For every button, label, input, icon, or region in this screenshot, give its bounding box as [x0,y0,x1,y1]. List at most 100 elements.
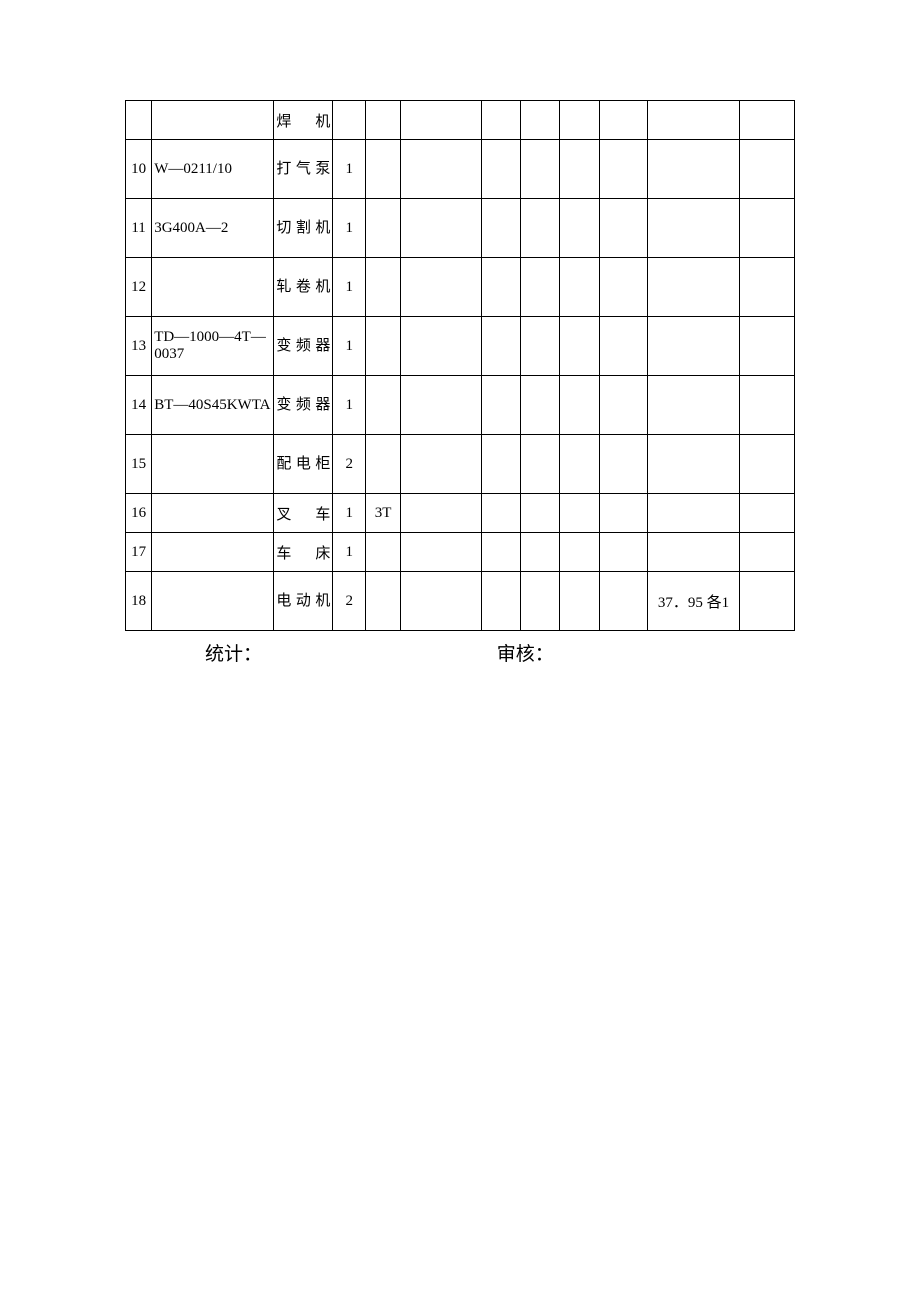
table-cell [560,140,599,199]
table-cell [481,317,520,376]
table-cell [481,494,520,533]
table-cell [400,494,481,533]
table-cell [521,376,560,435]
table-cell [740,494,795,533]
table-cell [647,376,740,435]
table-cell [740,101,795,140]
table-cell [599,572,647,631]
table-cell: 18 [126,572,152,631]
table-cell [740,199,795,258]
table-cell: 1 [333,494,366,533]
table-row: 13TD—1000—4T—0037变频器1 [126,317,795,376]
table-cell [560,199,599,258]
table-cell: 13 [126,317,152,376]
table-cell: 17 [126,533,152,572]
table-cell [647,533,740,572]
table-cell [740,317,795,376]
table-cell [481,572,520,631]
table-cell [599,376,647,435]
table-cell: 2 [333,572,366,631]
table-cell [599,258,647,317]
table-cell [481,376,520,435]
table-cell [521,199,560,258]
table-cell [366,199,401,258]
table-cell: W—0211/10 [152,140,274,199]
table-cell: 16 [126,494,152,533]
table-row: 113G400A—2切割机1 [126,199,795,258]
table-cell [366,533,401,572]
table-cell: 3T [366,494,401,533]
table-cell: 轧卷机 [274,258,333,317]
table-cell: TD—1000—4T—0037 [152,317,274,376]
table-cell [152,258,274,317]
table-cell [740,533,795,572]
table-cell [560,533,599,572]
table-cell [481,101,520,140]
table-cell [481,533,520,572]
table-cell [152,435,274,494]
table-cell [481,435,520,494]
table-cell [481,199,520,258]
table-cell [560,101,599,140]
table-cell: 1 [333,140,366,199]
table-cell [521,572,560,631]
table-cell [521,494,560,533]
table-cell [647,140,740,199]
table-cell [560,376,599,435]
table-cell [366,376,401,435]
table-cell [599,317,647,376]
table-cell [521,435,560,494]
table-cell [366,572,401,631]
table-row: 12 轧卷机1 [126,258,795,317]
table-row: 17 车床1 [126,533,795,572]
table-row: 15配电柜2 [126,435,795,494]
table-cell [152,572,274,631]
table-cell [521,101,560,140]
table-cell [521,317,560,376]
table-cell [152,533,274,572]
table-cell [521,533,560,572]
table-cell [366,317,401,376]
table-cell [400,572,481,631]
table-cell: 车床 [274,533,333,572]
table-cell: 12 [126,258,152,317]
table-cell [366,258,401,317]
table-cell [599,140,647,199]
table-cell [560,494,599,533]
table-cell: 电动机 [274,572,333,631]
table-cell [126,101,152,140]
table-cell [740,140,795,199]
table-cell [152,101,274,140]
table-row: 18电动机237．95 各1 [126,572,795,631]
equipment-table: 焊机10W—0211/10打气泵1113G400A—2切割机112轧卷机113T… [125,100,795,631]
table-cell: 叉车 [274,494,333,533]
table-cell: 1 [333,258,366,317]
table-cell [481,140,520,199]
table-cell [521,258,560,317]
table-cell [400,376,481,435]
table-cell [560,258,599,317]
table-cell [400,317,481,376]
table-cell [740,572,795,631]
table-cell [599,435,647,494]
table-cell [599,101,647,140]
table-cell [647,435,740,494]
table-cell [740,376,795,435]
stats-label: 统计： [205,644,262,665]
table-cell: 15 [126,435,152,494]
table-cell: 3G400A—2 [152,199,274,258]
table-row: 焊机 [126,101,795,140]
table-cell [481,258,520,317]
table-cell [740,435,795,494]
table-cell [400,199,481,258]
equipment-table-body: 焊机10W—0211/10打气泵1113G400A—2切割机112轧卷机113T… [126,101,795,631]
table-row: 16 叉车13T [126,494,795,533]
table-cell [599,199,647,258]
table-cell [560,572,599,631]
table-cell: BT—40S45KWTA [152,376,274,435]
table-cell: 1 [333,533,366,572]
table-cell [366,140,401,199]
table-cell: 打气泵 [274,140,333,199]
table-cell [400,435,481,494]
table-cell [366,435,401,494]
